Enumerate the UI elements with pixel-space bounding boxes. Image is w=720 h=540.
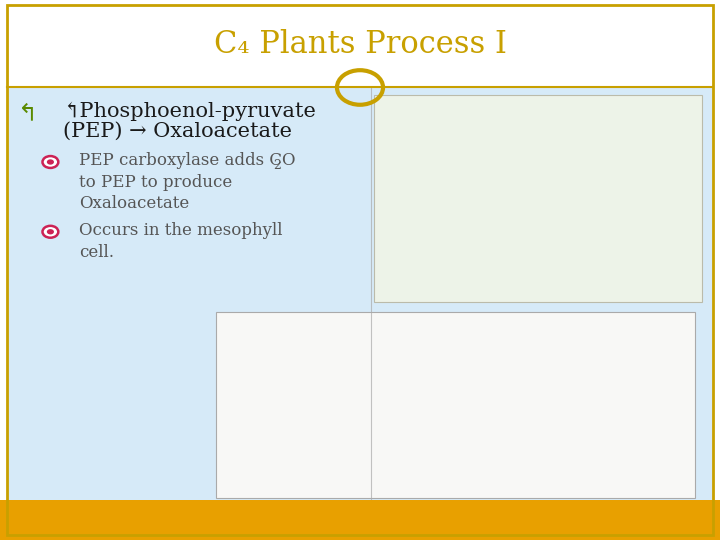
FancyBboxPatch shape [374, 94, 702, 302]
Circle shape [47, 159, 54, 165]
Text: Occurs in the mesophyll: Occurs in the mesophyll [79, 222, 283, 239]
Text: C₄ Plants Process I: C₄ Plants Process I [214, 29, 506, 60]
FancyBboxPatch shape [216, 312, 695, 498]
Text: cell.: cell. [79, 244, 114, 261]
Circle shape [47, 229, 54, 234]
Circle shape [42, 156, 58, 168]
FancyBboxPatch shape [7, 87, 713, 500]
FancyBboxPatch shape [0, 500, 720, 540]
Text: (PEP) → Oxaloacetate: (PEP) → Oxaloacetate [63, 122, 292, 141]
Text: PEP carboxylase adds CO: PEP carboxylase adds CO [79, 152, 296, 170]
Text: to PEP to produce: to PEP to produce [79, 174, 233, 191]
Text: 2: 2 [274, 159, 282, 172]
Text: ↰: ↰ [18, 102, 37, 125]
Text: Oxaloacetate: Oxaloacetate [79, 194, 189, 212]
Circle shape [42, 226, 58, 238]
Text: ↰Phosphoenol-pyruvate: ↰Phosphoenol-pyruvate [63, 102, 317, 121]
